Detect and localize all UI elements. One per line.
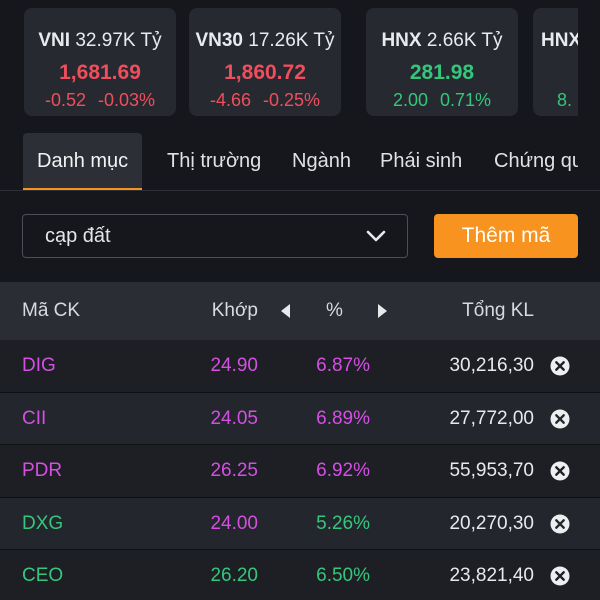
watchlist-selected-value: cạp đất — [45, 225, 111, 247]
triangle-left-icon[interactable] — [279, 303, 291, 319]
table-row[interactable]: PDR 26.25 6.92% 55,953,70 — [0, 445, 600, 498]
row-percent: 6.50% — [316, 565, 370, 586]
index-name: VNI — [38, 30, 71, 51]
index-percent: 0.71% — [440, 90, 492, 110]
column-header-percent[interactable]: % — [326, 300, 343, 321]
table-row[interactable]: CII 24.05 6.89% 27,772,00 — [0, 392, 600, 445]
row-percent: 6.89% — [316, 407, 370, 429]
tab-market[interactable]: Thị trường — [167, 150, 262, 172]
row-volume: 23,821,40 — [449, 565, 534, 586]
index-percent: -0.25% — [262, 90, 321, 110]
row-price: 24.05 — [210, 407, 258, 429]
index-change: -4.66 — [209, 90, 251, 110]
close-circle-icon[interactable] — [550, 514, 570, 534]
row-percent: 6.87% — [316, 355, 370, 376]
row-volume: 27,772,00 — [449, 407, 534, 429]
index-change: 8. — [557, 90, 573, 110]
close-circle-icon[interactable] — [550, 461, 570, 481]
row-price: 24.90 — [210, 355, 258, 376]
row-volume: 30,216,30 — [449, 355, 534, 376]
tab-covered-warrants[interactable]: Chứng qu — [494, 150, 578, 172]
index-value: 1,860.72 — [224, 61, 306, 84]
row-percent: 6.92% — [316, 460, 370, 481]
row-price: 26.20 — [210, 565, 258, 586]
index-name: HNX — [381, 30, 422, 51]
table-row[interactable]: DXG 24.00 5.26% 20,270,30 — [0, 497, 600, 550]
row-symbol: CII — [22, 407, 47, 429]
row-volume: 20,270,30 — [449, 512, 534, 534]
row-symbol: DXG — [22, 512, 64, 534]
index-name: VN30 — [195, 30, 243, 51]
close-circle-icon[interactable] — [550, 409, 570, 429]
table-row[interactable]: CEO 26.20 6.50% 23,821,40 — [0, 550, 600, 600]
index-volume: 2.66K Tỷ — [426, 30, 503, 51]
index-card-vni[interactable]: VNI 32.97K Tỷ 1,681.69 -0.52 -0.03% — [24, 8, 176, 116]
index-percent: -0.03% — [97, 90, 156, 110]
index-card-vn30[interactable]: VN30 17.26K Tỷ 1,860.72 -4.66 -0.25% — [189, 8, 341, 116]
row-symbol: PDR — [22, 460, 63, 481]
triangle-right-icon[interactable] — [377, 303, 389, 319]
index-volume: 32.97K Tỷ — [75, 30, 162, 51]
add-symbol-button[interactable]: Thêm mã — [434, 214, 578, 258]
chevron-down-icon — [366, 230, 386, 242]
index-change: -0.52 — [44, 90, 86, 110]
column-header-symbol[interactable]: Mã CK — [22, 300, 81, 321]
index-value: 281.98 — [409, 61, 475, 84]
close-circle-icon[interactable] — [550, 566, 570, 586]
row-symbol: CEO — [22, 565, 64, 586]
column-header-price[interactable]: Khớp — [211, 300, 258, 321]
row-price: 26.25 — [210, 460, 258, 481]
watchlist-dropdown[interactable]: cạp đất — [22, 214, 408, 258]
table-header: Mã CK Khớp % Tổng KL — [0, 282, 600, 340]
tab-sector[interactable]: Ngành — [292, 150, 351, 172]
index-card-hnx[interactable]: HNX 2.66K Tỷ 281.98 2.00 0.71% — [366, 8, 518, 116]
index-volume: 17.26K Tỷ — [248, 30, 335, 51]
row-price: 24.00 — [210, 512, 258, 534]
tab-watchlist[interactable]: Danh mục — [23, 133, 143, 191]
index-change: 2.00 — [392, 90, 428, 110]
index-name: HNX — [541, 30, 578, 51]
index-strip: VNI 32.97K Tỷ 1,681.69 -0.52 -0.03% VN30 … — [0, 0, 578, 130]
table-row[interactable]: DIG 24.90 6.87% 30,216,30 — [0, 340, 600, 393]
tabs-divider — [0, 190, 600, 191]
row-symbol: DIG — [22, 355, 56, 376]
tab-derivatives[interactable]: Phái sinh — [380, 150, 463, 172]
column-header-volume[interactable]: Tổng KL — [462, 300, 534, 321]
row-percent: 5.26% — [316, 512, 370, 534]
index-value: 1,681.69 — [59, 61, 141, 84]
market-tabs: Danh mục Thị trường Ngành Phái sinh Chứn… — [0, 133, 578, 191]
close-circle-icon[interactable] — [550, 356, 570, 376]
index-card-partial[interactable]: HNX 8. — [533, 8, 578, 116]
row-volume: 55,953,70 — [449, 460, 534, 481]
watchlist-table: DIG 24.90 6.87% 30,216,30 CII 24.05 6.89… — [0, 340, 600, 600]
